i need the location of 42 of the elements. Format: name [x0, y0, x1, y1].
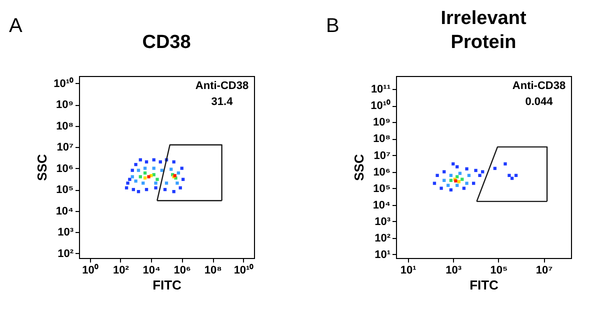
- y-tick-label: 10²: [374, 232, 391, 244]
- annotation: Anti-CD38: [195, 80, 249, 92]
- x-tick-label: 10³: [446, 264, 462, 276]
- x-tick-label: 10⁴: [142, 264, 160, 276]
- annotation: Anti-CD38: [512, 80, 566, 92]
- y-tick-label: 10⁶: [373, 166, 390, 178]
- y-tick-label: 10⁸: [373, 133, 390, 146]
- x-tick-label: 10⁵: [490, 264, 508, 276]
- y-tick-label: 10⁶: [56, 162, 74, 175]
- y-tick-label: 10¹⁰: [370, 99, 390, 112]
- x-axis-title: FITC: [470, 278, 500, 292]
- annotation: 31.4: [211, 96, 234, 108]
- chart-title: CD38: [142, 32, 191, 53]
- y-tick-label: 10¹⁰: [54, 76, 74, 90]
- x-tick-label: 10⁷: [536, 264, 554, 276]
- y-axis-title: SSC: [352, 154, 367, 181]
- text: B: [326, 15, 340, 37]
- x-tick-label: 10¹⁰: [234, 264, 254, 276]
- y-tick-label: 10¹: [374, 248, 391, 261]
- x-tick-label: 10⁰: [82, 264, 98, 276]
- y-tick-label: 10⁴: [372, 199, 390, 212]
- y-tick-label: 10⁹: [373, 116, 390, 129]
- y-tick-label: 10⁹: [56, 99, 74, 112]
- y-axis-title: SSC: [34, 154, 50, 181]
- y-tick-label: 10⁸: [56, 120, 74, 132]
- x-tick-label: 10²: [112, 264, 130, 276]
- x-tick-label: 10⁶: [174, 264, 192, 276]
- x-tick-label: 10⁸: [204, 264, 222, 276]
- y-tick-label: 10⁷: [56, 142, 74, 154]
- y-tick-label: 10⁵: [56, 184, 74, 196]
- chart-title: Irrelevant Protein: [440, 8, 527, 53]
- y-tick-label: 10⁴: [56, 205, 74, 218]
- y-tick-label: 10⁵: [373, 182, 390, 195]
- y-tick-label: 10³: [58, 226, 74, 239]
- x-axis-title: FITC: [152, 278, 182, 292]
- annotation: 0.044: [525, 96, 554, 108]
- y-tick-label: 10⁷: [374, 150, 391, 162]
- y-tick-label: 10¹¹: [370, 84, 391, 96]
- y-tick-label: 10³: [374, 216, 391, 228]
- text: A: [9, 15, 23, 37]
- x-tick-label: 10¹: [400, 264, 417, 276]
- y-tick-label: 10²: [58, 248, 74, 260]
